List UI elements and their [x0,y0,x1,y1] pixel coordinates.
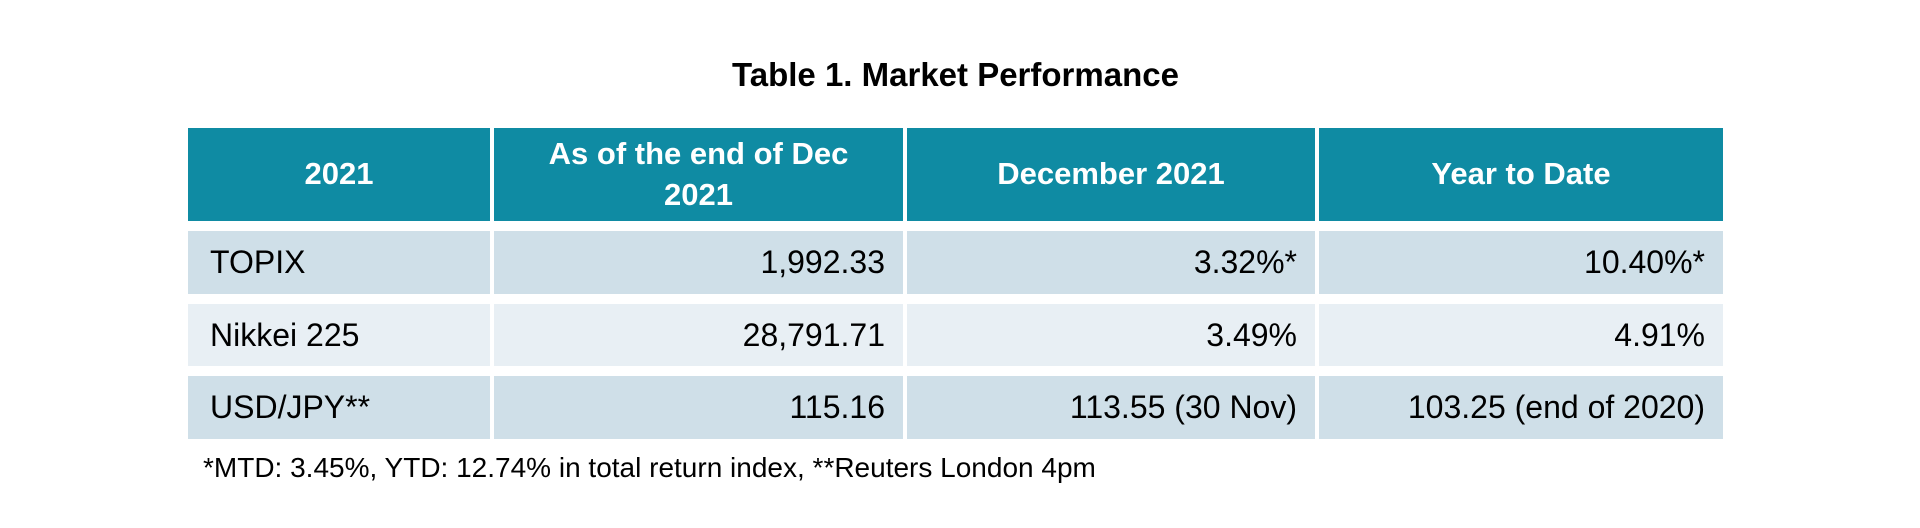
cell-topix-end-of-dec: 1,992.33 [494,231,903,294]
cell-usdjpy-end-of-dec: 115.16 [494,376,903,439]
row-label-nikkei: Nikkei 225 [188,304,490,366]
header-cell-end-of-dec: As of the end of Dec 2021 [494,128,903,221]
header-cell-december: December 2021 [907,128,1315,221]
cell-topix-december: 3.32%* [907,231,1315,294]
table-title: Table 1. Market Performance [732,56,1179,93]
footnote: *MTD: 3.45%, YTD: 12.74% in total return… [203,452,1096,483]
cell-nikkei-end-of-dec: 28,791.71 [494,304,903,366]
cell-nikkei-ytd: 4.91% [1319,304,1723,366]
header-cell-year-to-date: Year to Date [1319,128,1723,221]
row-label-usdjpy: USD/JPY** [188,376,490,439]
cell-usdjpy-december: 113.55 (30 Nov) [907,376,1315,439]
cell-nikkei-december: 3.49% [907,304,1315,366]
header-cell-year: 2021 [188,128,490,221]
row-label-topix: TOPIX [188,231,490,294]
market-performance-table: 2021 As of the end of Dec 2021 December … [188,128,1723,439]
cell-topix-ytd: 10.40%* [1319,231,1723,294]
cell-usdjpy-ytd: 103.25 (end of 2020) [1319,376,1723,439]
